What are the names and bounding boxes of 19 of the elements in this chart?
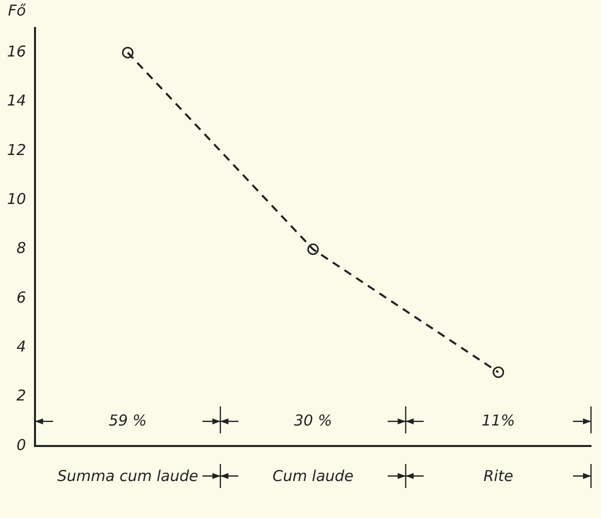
y-tick-label: 0: [16, 436, 26, 454]
y-tick-label: 4: [16, 338, 26, 356]
point: [307, 244, 319, 256]
y-axis-title: Fő: [8, 1, 27, 20]
y-tick-label: 12: [6, 140, 26, 159]
y-tick-label: 16: [6, 42, 26, 60]
point: [492, 366, 504, 378]
y-tick-label: 6: [16, 288, 26, 306]
y-tick-label: 2: [16, 386, 26, 405]
y-tick-label: 8: [16, 239, 26, 258]
point: [122, 46, 134, 58]
x-tick-label: Cum laude: [272, 466, 354, 485]
y-tick-label: 14: [6, 92, 26, 110]
y-tick-label: 10: [6, 190, 26, 208]
x-tick-label: Summa cum laude: [57, 466, 198, 485]
annotation: 11%: [482, 411, 516, 430]
annotation: 59 %: [108, 411, 147, 430]
annotation: 30 %: [294, 411, 332, 430]
x-tick-label: Rite: [483, 466, 514, 485]
